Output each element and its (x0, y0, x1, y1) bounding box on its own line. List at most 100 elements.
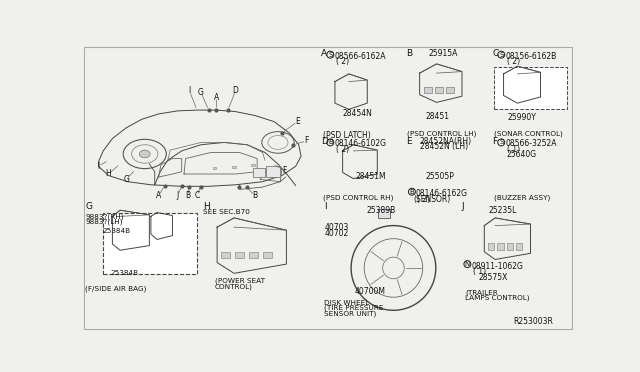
Text: 25990Y: 25990Y (508, 113, 536, 122)
Text: 08566-6162A: 08566-6162A (334, 52, 386, 61)
Text: ( 1): ( 1) (473, 267, 486, 276)
Bar (435, 87, 443, 93)
Bar (497, 243, 504, 250)
Text: 25384B: 25384B (110, 270, 138, 276)
Text: I: I (97, 162, 100, 171)
Bar (488, 243, 494, 250)
Text: 25389B: 25389B (367, 206, 396, 215)
Text: (TIRE PRESSURE: (TIRE PRESSURE (324, 305, 383, 311)
Ellipse shape (337, 161, 342, 166)
Text: G: G (198, 88, 204, 97)
Text: G: G (124, 175, 129, 184)
Text: ( 2): ( 2) (336, 57, 349, 66)
Text: F: F (304, 137, 308, 145)
Text: A: A (156, 191, 161, 200)
Text: 28451M: 28451M (356, 173, 387, 182)
Text: C: C (492, 49, 499, 58)
Text: (F/SIDE AIR BAG): (F/SIDE AIR BAG) (86, 286, 147, 292)
Text: D: D (233, 86, 239, 95)
Bar (262, 252, 272, 258)
Text: 25915A: 25915A (429, 49, 458, 58)
Text: (PSD CONTROL RH): (PSD CONTROL RH) (323, 195, 393, 201)
Bar (446, 87, 454, 93)
Text: S: S (499, 52, 504, 58)
Text: 28454N: 28454N (342, 109, 372, 118)
Text: (SONAR CONTROL): (SONAR CONTROL) (493, 131, 563, 137)
Text: 08156-6162B: 08156-6162B (505, 52, 556, 61)
Text: 25384B: 25384B (102, 228, 131, 234)
Text: A: A (214, 93, 219, 102)
Text: B: B (410, 189, 414, 195)
Ellipse shape (335, 67, 340, 72)
Text: I: I (324, 202, 327, 212)
Text: S: S (499, 140, 504, 145)
Text: 9883?(LH): 9883?(LH) (86, 219, 123, 225)
Text: I: I (188, 86, 191, 95)
Bar (103, 212, 197, 274)
Bar (235, 252, 244, 258)
Text: F: F (282, 166, 286, 174)
Text: R253003R: R253003R (513, 317, 553, 326)
Text: H: H (106, 170, 111, 179)
Text: (PSD LATCH): (PSD LATCH) (323, 131, 371, 140)
Text: 25505P: 25505P (425, 172, 454, 181)
Text: 28451: 28451 (425, 112, 449, 121)
Text: S: S (328, 52, 333, 58)
Text: J: J (461, 202, 464, 212)
Ellipse shape (331, 156, 335, 161)
Text: B: B (186, 191, 191, 200)
Bar (253, 168, 265, 177)
Text: E: E (295, 117, 300, 126)
Text: CONTROL): CONTROL) (215, 283, 253, 290)
Text: 25235L: 25235L (488, 206, 516, 215)
Text: D: D (321, 137, 328, 146)
Bar (507, 243, 513, 250)
Text: C: C (195, 191, 200, 200)
Text: B: B (328, 140, 333, 145)
Text: 40703: 40703 (324, 222, 349, 231)
Bar (378, 209, 390, 218)
Text: 08146-6162G: 08146-6162G (416, 189, 468, 198)
Text: 28452NA(RH): 28452NA(RH) (420, 137, 472, 146)
Bar (212, 167, 216, 169)
Text: E: E (406, 137, 412, 146)
Text: 08911-1062G: 08911-1062G (471, 262, 523, 271)
Text: B: B (406, 49, 412, 58)
Ellipse shape (536, 202, 541, 206)
Text: ( 2): ( 2) (507, 57, 520, 66)
Text: 40702: 40702 (324, 229, 348, 238)
Bar (251, 164, 255, 166)
Text: 9883?(RH): 9883?(RH) (86, 213, 124, 220)
Text: G: G (86, 202, 92, 212)
Text: 40700M: 40700M (355, 287, 386, 296)
Text: B: B (252, 191, 257, 200)
Bar (266, 166, 280, 177)
Bar (249, 252, 258, 258)
Text: ( 2): ( 2) (336, 145, 349, 154)
Text: (BUZZER ASSY): (BUZZER ASSY) (493, 195, 550, 201)
Text: (POWER SEAT: (POWER SEAT (215, 278, 265, 285)
Text: ( 2): ( 2) (417, 195, 431, 204)
Bar (493, 67, 566, 109)
Ellipse shape (559, 162, 564, 167)
Text: (PSD CONTROL LH): (PSD CONTROL LH) (407, 131, 477, 137)
Text: N: N (465, 261, 470, 267)
Bar (221, 252, 230, 258)
Text: H: H (204, 202, 210, 212)
Text: (TRAILER: (TRAILER (465, 289, 498, 296)
Text: 28575X: 28575X (478, 273, 508, 282)
Text: LAMPS CONTROL): LAMPS CONTROL) (465, 295, 529, 301)
Text: ( 1): ( 1) (507, 145, 520, 154)
Bar (232, 166, 236, 168)
Text: 25640G: 25640G (507, 150, 537, 159)
Text: 28452N (LH): 28452N (LH) (420, 142, 468, 151)
Text: A: A (321, 49, 327, 58)
Text: 08146-6102G: 08146-6102G (334, 140, 386, 148)
Text: SEE SEC.B70: SEE SEC.B70 (204, 209, 250, 215)
Bar (424, 87, 432, 93)
Text: F: F (492, 137, 497, 146)
Text: (SENSOR): (SENSOR) (413, 195, 451, 204)
Ellipse shape (140, 150, 150, 158)
Text: SENSOR UNIT): SENSOR UNIT) (324, 310, 376, 317)
Text: 08566-3252A: 08566-3252A (505, 140, 557, 148)
